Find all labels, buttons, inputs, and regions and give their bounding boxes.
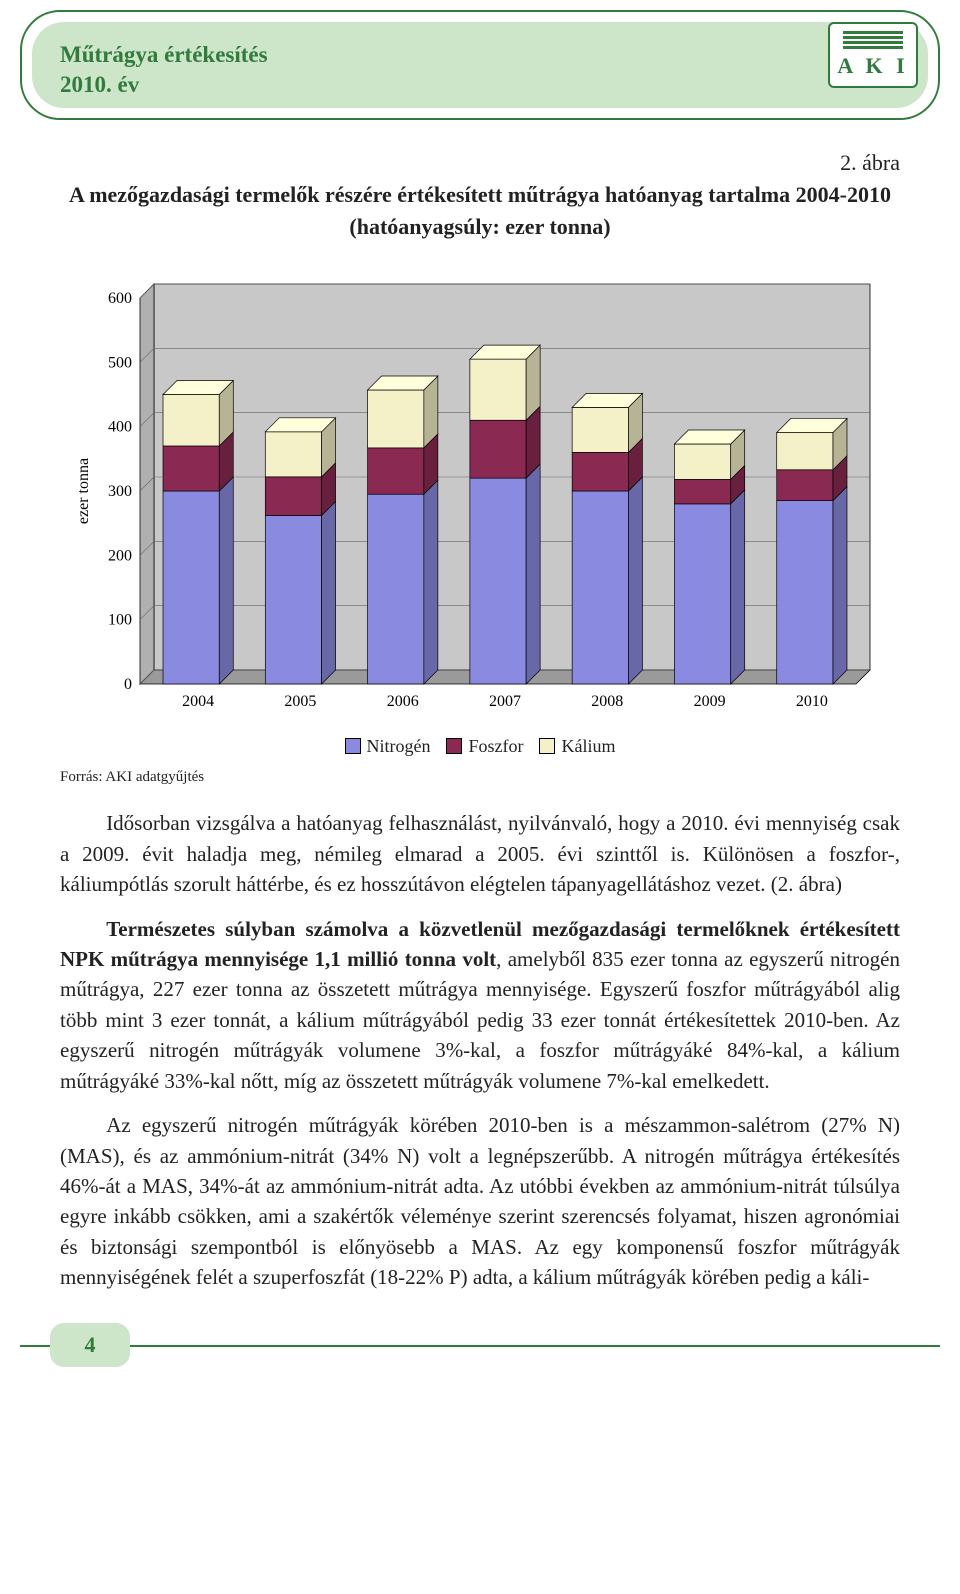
legend-label: Foszfor <box>468 736 523 757</box>
legend-item: Kálium <box>539 736 615 757</box>
logo-text: A K I <box>837 53 908 79</box>
page-number: 4 <box>85 1332 96 1358</box>
chart-subtitle: (hatóanyagsúly: ezer tonna) <box>60 214 900 240</box>
paragraph-2: Természetes súlyban számolva a közvetlen… <box>60 914 900 1097</box>
legend-swatch <box>446 738 462 754</box>
stacked-bar-chart: 0 100 200 300 400 500 600 ezer tonna 2004 2005 200… <box>70 264 890 724</box>
report-title-line2: 2010. év <box>60 70 900 100</box>
chart-legend: Nitrogén Foszfor Kálium <box>60 736 900 760</box>
page-header: Műtrágya értékesítés 2010. év A K I <box>20 10 940 120</box>
svg-text:200: 200 <box>108 547 132 564</box>
footer-rule <box>20 1345 940 1347</box>
legend-swatch <box>539 738 555 754</box>
chart-title: A mezőgazdasági termelők részére értékes… <box>60 180 900 210</box>
legend-label: Nitrogén <box>367 736 431 757</box>
svg-text:2007: 2007 <box>489 693 521 710</box>
report-title-line1: Műtrágya értékesítés <box>60 40 900 70</box>
svg-text:2005: 2005 <box>284 693 316 710</box>
svg-text:600: 600 <box>108 290 132 307</box>
header-inner: Műtrágya értékesítés 2010. év <box>32 22 928 108</box>
svg-text:0: 0 <box>124 676 132 693</box>
svg-text:2010: 2010 <box>796 693 828 710</box>
legend-label: Kálium <box>561 736 615 757</box>
page-number-tab: 4 <box>50 1323 130 1367</box>
legend-item: Foszfor <box>446 736 523 757</box>
paragraph-3: Az egyszerű nitrogén műtrágyák körében 2… <box>60 1110 900 1293</box>
svg-text:300: 300 <box>108 483 132 500</box>
svg-text:100: 100 <box>108 611 132 628</box>
page-footer: 4 <box>20 1323 940 1393</box>
svg-text:500: 500 <box>108 354 132 371</box>
report-title: Műtrágya értékesítés 2010. év <box>32 22 928 114</box>
svg-text:2009: 2009 <box>694 693 726 710</box>
svg-text:2004: 2004 <box>182 693 214 710</box>
figure-number: 2. ábra <box>60 150 900 176</box>
svg-text:2006: 2006 <box>387 693 419 710</box>
chart-source: Forrás: AKI adatgyűjtés <box>60 769 900 786</box>
paragraph-1: Idősorban vizsgálva a hatóanyag felhaszn… <box>60 808 900 899</box>
page-body: 2. ábra A mezőgazdasági termelők részére… <box>60 150 900 1293</box>
aki-logo: A K I <box>828 22 918 88</box>
legend-swatch <box>345 738 361 754</box>
svg-text:2008: 2008 <box>591 693 623 710</box>
legend-item: Nitrogén <box>345 736 431 757</box>
svg-text:400: 400 <box>108 418 132 435</box>
chart-area: 0 100 200 300 400 500 600 ezer tonna 2004 2005 200… <box>70 264 890 724</box>
svg-text:ezer tonna: ezer tonna <box>75 458 92 524</box>
logo-decoration <box>843 31 903 49</box>
header-frame: Műtrágya értékesítés 2010. év <box>20 10 940 120</box>
